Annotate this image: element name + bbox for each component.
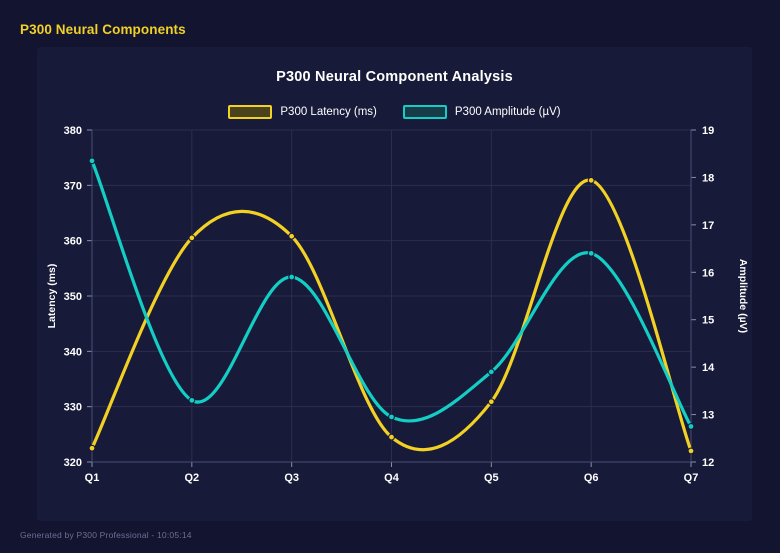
page-title: P300 Neural Components — [20, 22, 186, 37]
axis-tick-label-right: 15 — [702, 315, 714, 327]
legend-swatch-latency — [228, 105, 273, 119]
axis-tick-label-x: Q1 — [85, 472, 100, 484]
legend-item-latency[interactable]: P300 Latency (ms) — [228, 105, 377, 119]
data-point[interactable] — [687, 447, 695, 455]
axis-tick-label-right: 19 — [702, 125, 714, 137]
axis-title-left: Latency (ms) — [46, 264, 58, 329]
axis-tick-label-x: Q7 — [684, 472, 699, 484]
chart-legend: P300 Latency (ms) P300 Amplitude (µV) — [37, 105, 752, 119]
axis-tick-label-left: 360 — [64, 236, 82, 248]
axis-tick-label-x: Q2 — [184, 472, 199, 484]
data-point[interactable] — [687, 422, 695, 430]
data-point[interactable] — [88, 444, 96, 452]
axis-tick-label-left: 350 — [64, 291, 82, 303]
data-point[interactable] — [388, 413, 395, 421]
axis-tick-label-x: Q5 — [484, 472, 499, 484]
axis-tick-label-left: 340 — [64, 346, 82, 358]
data-point[interactable] — [587, 249, 595, 257]
chart-title: P300 Neural Component Analysis — [276, 69, 513, 85]
chart-card: P300 Neural Component Analysis P300 Late… — [37, 47, 752, 521]
footer-status-text: Generated by P300 Professional - 10:05:1… — [20, 530, 192, 540]
data-point[interactable] — [188, 396, 196, 404]
series-latency — [88, 176, 695, 455]
data-point[interactable] — [88, 157, 96, 165]
legend-label-latency: P300 Latency (ms) — [280, 106, 377, 118]
axis-tick-label-x: Q4 — [384, 472, 400, 484]
axis-tick-label-right: 17 — [702, 220, 714, 232]
axis-tick-label-left: 370 — [64, 180, 82, 192]
legend-item-amplitude[interactable]: P300 Amplitude (µV) — [402, 105, 561, 119]
plot-area: 320 330 340 350 360 370 380 Latency (ms) 12 13 14 1… — [37, 47, 752, 521]
data-point[interactable] — [487, 398, 495, 406]
app-header: P300 Neural Components — [0, 0, 780, 47]
data-point[interactable] — [587, 176, 595, 184]
data-point[interactable] — [487, 368, 495, 376]
axis-tick-label-x: Q3 — [284, 472, 299, 484]
axis-tick-label-left: 330 — [64, 402, 82, 414]
chart-svg[interactable]: 320 330 340 350 360 370 380 Latency (ms) 12 13 14 1… — [37, 47, 752, 521]
axis-tick-label-left: 380 — [64, 125, 82, 137]
series-amplitude — [88, 157, 695, 430]
axis-tick-label-right: 14 — [702, 362, 715, 374]
legend-label-amplitude: P300 Amplitude (µV) — [454, 106, 561, 118]
axis-tick-label-right: 16 — [702, 267, 714, 279]
axis-tick-label-x: Q6 — [584, 472, 599, 484]
data-point[interactable] — [288, 273, 296, 281]
axis-tick-label-right: 18 — [702, 172, 714, 184]
axis-title-right: Amplitude (µV) — [737, 259, 749, 333]
data-point[interactable] — [188, 234, 196, 242]
legend-swatch-amplitude — [402, 105, 447, 119]
axis-tick-label-left: 320 — [64, 457, 82, 469]
data-point[interactable] — [388, 433, 395, 441]
axis-tick-label-right: 13 — [702, 410, 714, 422]
data-point[interactable] — [288, 232, 296, 240]
app-footer: Generated by P300 Professional - 10:05:1… — [0, 521, 780, 553]
axis-tick-label-right: 12 — [702, 457, 714, 469]
